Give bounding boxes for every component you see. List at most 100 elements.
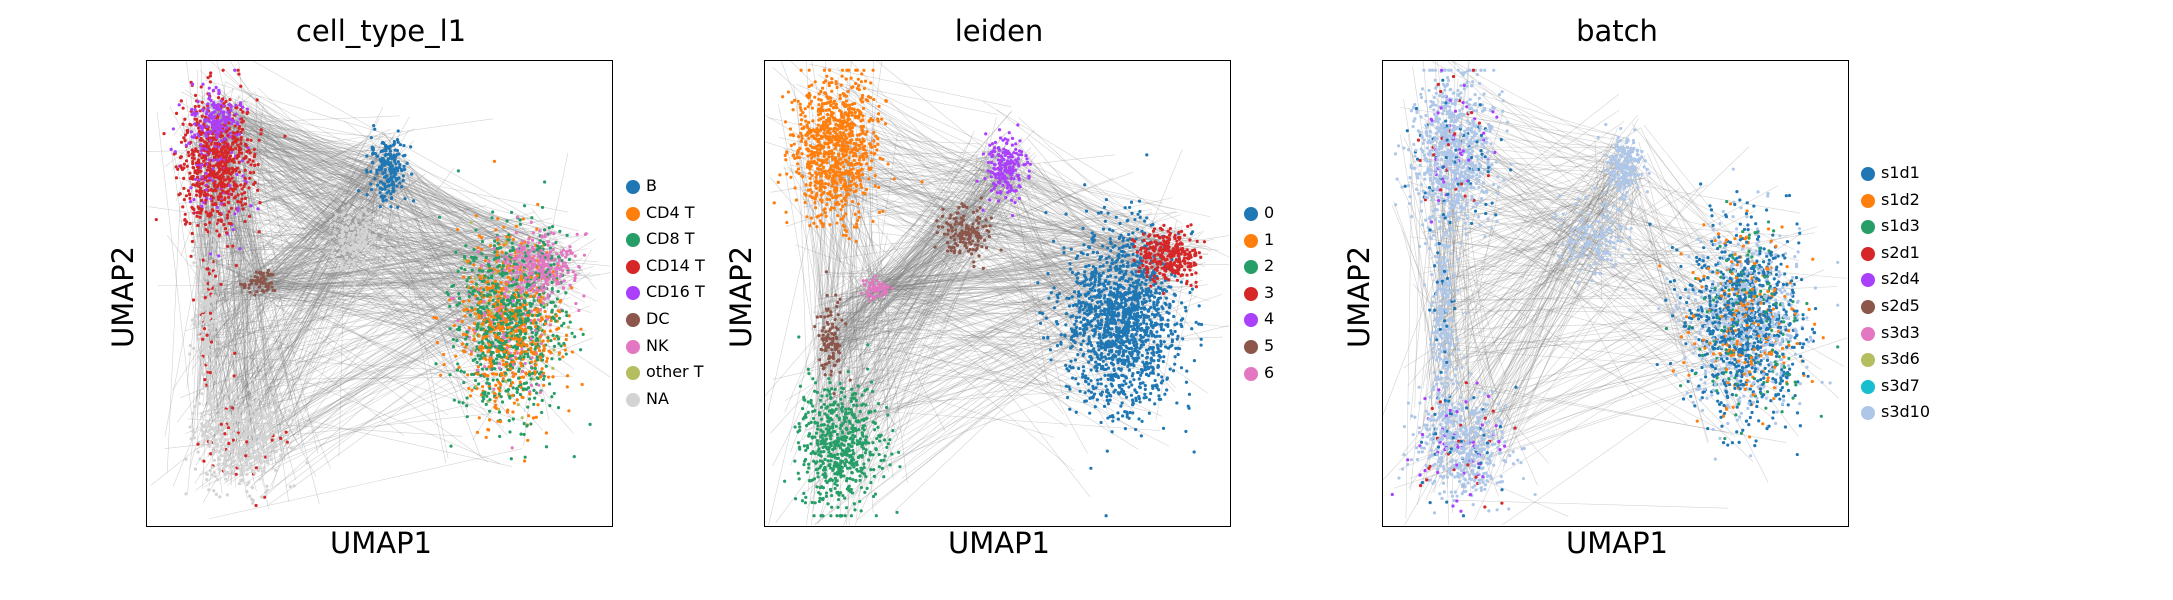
data-point (330, 235, 334, 239)
data-point (490, 216, 494, 220)
data-point (192, 198, 196, 202)
data-point (223, 425, 227, 429)
data-point (498, 326, 502, 330)
data-point (189, 437, 193, 441)
data-point (489, 268, 494, 272)
data-point (495, 253, 500, 257)
data-point (254, 383, 258, 387)
data-point (215, 184, 219, 189)
data-point (496, 256, 501, 260)
edge (478, 210, 493, 231)
data-point (211, 167, 215, 171)
data-point (224, 166, 228, 170)
data-point (347, 260, 351, 265)
data-point (536, 259, 540, 263)
data-point (512, 257, 516, 261)
data-point (380, 194, 385, 198)
data-point (200, 100, 204, 104)
data-point (350, 227, 355, 231)
data-point (511, 248, 515, 252)
data-point (517, 340, 521, 344)
edge (229, 109, 378, 215)
data-point (524, 291, 528, 295)
data-point (217, 103, 221, 107)
edge (256, 234, 348, 442)
data-point (516, 254, 520, 258)
edge (166, 205, 181, 473)
data-point (520, 258, 525, 262)
data-point (240, 151, 244, 155)
data-point (579, 327, 583, 331)
data-point (220, 134, 224, 138)
data-point (476, 354, 480, 358)
edge (215, 110, 367, 190)
edge (203, 154, 493, 275)
data-point (216, 164, 221, 168)
data-point (547, 315, 552, 319)
edge (221, 159, 392, 322)
data-point (540, 398, 544, 403)
data-point (352, 283, 356, 287)
data-point (482, 313, 487, 318)
data-point (525, 244, 530, 248)
data-point (539, 248, 544, 252)
data-point (548, 246, 553, 250)
edge (387, 241, 462, 323)
edge (197, 150, 515, 419)
data-point (238, 418, 242, 422)
data-point (390, 217, 394, 221)
data-point (181, 205, 185, 209)
data-point (345, 227, 350, 231)
edge (227, 175, 363, 183)
data-point (234, 112, 238, 116)
edge (209, 448, 523, 519)
edge (210, 232, 239, 284)
data-point (189, 130, 193, 134)
data-point (351, 260, 355, 264)
data-point (215, 229, 219, 233)
edge (254, 117, 304, 450)
data-point (486, 294, 490, 298)
data-point (211, 452, 216, 456)
edge (185, 270, 511, 435)
edge (228, 140, 579, 290)
data-point (457, 365, 461, 370)
data-point (564, 337, 568, 342)
data-point (511, 303, 515, 308)
data-point (539, 263, 543, 267)
data-point (548, 329, 552, 333)
data-point (560, 269, 565, 273)
data-point (266, 273, 270, 277)
data-point (212, 400, 216, 404)
data-point (201, 274, 205, 278)
data-point (526, 386, 531, 390)
data-point (225, 417, 229, 421)
data-point (537, 251, 541, 256)
data-point (531, 339, 535, 344)
data-point (267, 429, 271, 433)
data-point (392, 174, 396, 179)
data-point (213, 410, 217, 414)
data-point (222, 447, 226, 452)
data-point (203, 378, 207, 382)
data-point (477, 310, 481, 314)
data-point (486, 310, 490, 314)
edge (233, 180, 529, 224)
data-point (381, 140, 385, 145)
data-point (197, 402, 202, 406)
data-point (560, 253, 564, 257)
edge (215, 136, 385, 202)
data-point (508, 249, 512, 253)
data-point (516, 403, 520, 407)
data-point (504, 282, 509, 286)
edge (189, 285, 243, 469)
edge (235, 269, 501, 402)
data-point (544, 431, 549, 435)
edge (197, 128, 415, 224)
data-point (240, 393, 244, 397)
data-point (333, 268, 338, 272)
data-point (185, 164, 189, 168)
edge (235, 124, 249, 459)
edge (211, 189, 257, 290)
data-point (549, 263, 553, 267)
